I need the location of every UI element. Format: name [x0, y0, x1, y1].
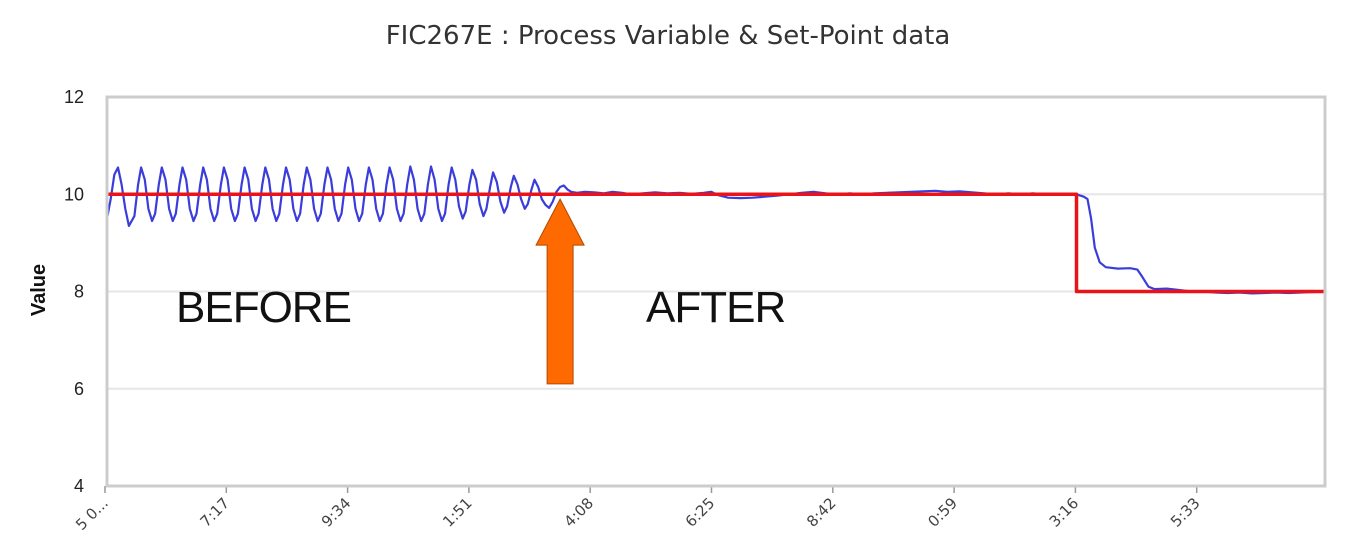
y-tick-label: 8 [74, 282, 84, 302]
x-tick-label: 1:51 [439, 494, 476, 531]
x-tick-label: 3:16 [1046, 494, 1083, 531]
y-axis-label: Value [28, 264, 50, 316]
y-tick-label: 4 [74, 476, 84, 496]
y-tick-label: 12 [64, 87, 84, 107]
y-axis-ticks: 12 10 8 6 4 [64, 87, 84, 496]
series-line-set-point [107, 192, 1325, 294]
x-tick-label: 8:42 [803, 494, 840, 531]
x-axis-ticks: 5 0... 7:17 9:34 1:51 4:08 6:25 8:42 0:59 3:16 5:… [72, 486, 1204, 534]
x-tick-label: 6:25 [682, 494, 719, 531]
series-layer [105, 165, 1326, 295]
plot-frame [105, 95, 1327, 488]
chart-title: FIC267E : Process Variable & Set-Point d… [386, 21, 951, 51]
x-tick-label: 7:17 [197, 494, 234, 531]
after-annotation: AFTER [646, 283, 785, 332]
y-tick-label: 6 [74, 379, 84, 399]
annotations: BEFORE AFTER [176, 198, 786, 385]
x-tick-label: 5:33 [1167, 494, 1204, 531]
x-tick-label: 0:59 [924, 494, 961, 531]
x-tick-label: 5 0... [72, 494, 112, 534]
y-tick-label: 10 [64, 184, 84, 204]
x-tick-label: 9:34 [318, 494, 355, 531]
arrow-marker [535, 198, 585, 385]
before-annotation: BEFORE [176, 283, 351, 332]
x-tick-label: 4:08 [560, 494, 597, 531]
